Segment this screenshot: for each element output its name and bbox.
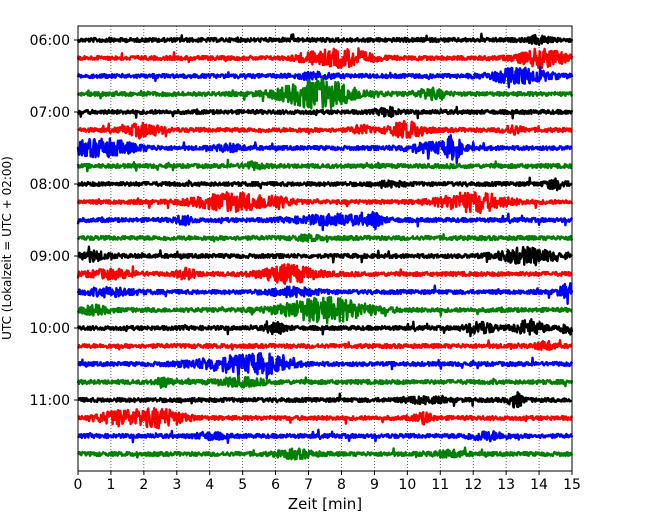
y-tick-label: 09:00 <box>30 249 70 265</box>
trace-line <box>76 77 574 110</box>
x-tick-label: 3 <box>172 477 181 493</box>
x-axis-ticks: 0 1 2 3 4 5 6 7 8 9 10 11 12 13 14 15 <box>74 471 581 493</box>
trace-line <box>76 338 573 351</box>
y-tick-label: 11:00 <box>30 393 70 409</box>
trace-line <box>76 191 574 215</box>
x-tick-label: 11 <box>431 477 449 493</box>
trace-lines <box>76 32 574 461</box>
x-tick-label: 0 <box>74 477 83 493</box>
trace-line <box>77 391 573 409</box>
y-tick-label: 07:00 <box>30 105 70 121</box>
trace-line <box>76 233 574 243</box>
trace-line <box>76 105 574 120</box>
trace-line <box>76 295 573 325</box>
x-tick-label: 2 <box>139 477 148 493</box>
y-tick-label: 08:00 <box>30 177 70 193</box>
trace-line <box>76 263 573 285</box>
trace-line <box>76 176 573 192</box>
x-tick-label: 10 <box>398 477 416 493</box>
y-tick-label: 10:00 <box>30 321 70 337</box>
trace-line <box>77 352 574 380</box>
x-tick-label: 14 <box>530 477 548 493</box>
x-tick-label: 15 <box>563 477 581 493</box>
trace-line <box>76 318 574 338</box>
trace-line <box>76 119 573 140</box>
trace-line <box>76 158 573 173</box>
trace-line <box>76 134 573 165</box>
x-tick-label: 13 <box>497 477 515 493</box>
trace-line <box>77 446 574 461</box>
y-axis-ticks: 06:00 07:00 08:00 09:00 10:00 11:00 <box>30 33 78 409</box>
trace-line <box>76 375 574 389</box>
x-tick-label: 7 <box>304 477 313 493</box>
x-tick-label: 9 <box>370 477 379 493</box>
y-axis-label: UTC (Lokalzeit = UTC + 02:00) <box>0 156 14 340</box>
x-tick-label: 8 <box>337 477 346 493</box>
plot-frame <box>77 25 573 472</box>
x-tick-label: 4 <box>205 477 214 493</box>
x-tick-label: 1 <box>106 477 115 493</box>
trace-line <box>77 407 574 430</box>
x-tick-label: 6 <box>271 477 280 493</box>
x-tick-label: 5 <box>238 477 247 493</box>
trace-line <box>76 32 574 47</box>
x-axis-label: Zeit [min] <box>288 495 362 513</box>
trace-line <box>76 47 574 70</box>
trace-line <box>76 428 574 444</box>
trace-line <box>77 245 574 267</box>
trace-line <box>76 65 574 89</box>
grid-lines <box>110 26 540 471</box>
y-tick-label: 06:00 <box>30 33 70 49</box>
trace-line <box>76 210 574 232</box>
x-tick-label: 12 <box>464 477 482 493</box>
trace-line <box>76 282 574 305</box>
